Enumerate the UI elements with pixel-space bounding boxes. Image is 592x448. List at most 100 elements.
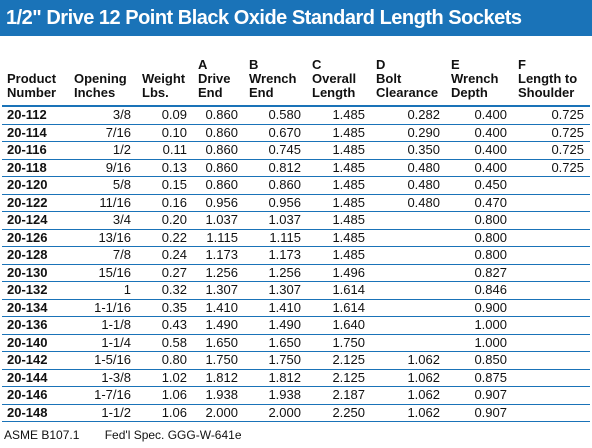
column-header-letter: B — [249, 57, 259, 72]
value-cell: 2.250 — [307, 404, 371, 422]
value-cell: 0.450 — [446, 176, 513, 195]
value-cell: 0.812 — [244, 159, 307, 177]
value-cell — [513, 316, 590, 335]
value-cell: 0.80 — [137, 351, 193, 370]
column-header: C Overall Length — [307, 36, 371, 107]
column-header-label2: Lbs. — [142, 85, 169, 100]
value-cell: 1.812 — [244, 369, 307, 387]
value-cell: 0.725 — [513, 159, 590, 177]
table-title: 1/2" Drive 12 Point Black Oxide Standard… — [0, 0, 592, 36]
value-cell: 1.062 — [371, 386, 446, 405]
value-cell: 1.750 — [193, 351, 244, 370]
column-header-label2: Clearance — [376, 85, 439, 100]
value-cell: 1.000 — [446, 334, 513, 352]
value-cell: 1-7/16 — [69, 386, 137, 405]
column-header: Opening Inches — [69, 36, 137, 107]
value-cell: 13/16 — [69, 229, 137, 247]
value-cell: 1-3/8 — [69, 369, 137, 387]
value-cell: 0.16 — [137, 194, 193, 212]
value-cell: 0.15 — [137, 176, 193, 195]
value-cell — [513, 246, 590, 265]
value-cell: 5/8 — [69, 176, 137, 195]
value-cell: 0.400 — [446, 106, 513, 125]
value-cell: 1.115 — [193, 229, 244, 247]
value-cell: 3/8 — [69, 106, 137, 125]
value-cell: 1.037 — [244, 211, 307, 230]
value-cell: 0.900 — [446, 299, 513, 317]
value-cell: 1.02 — [137, 369, 193, 387]
table-row: 20-140 1-1/4 0.58 1.650 1.650 1.750 1.000 — [2, 334, 590, 352]
value-cell: 1.06 — [137, 386, 193, 405]
value-cell: 1/2 — [69, 141, 137, 160]
value-cell: 1.938 — [193, 386, 244, 405]
product-number-cell: 20-122 — [2, 194, 69, 212]
value-cell: 7/8 — [69, 246, 137, 265]
value-cell: 15/16 — [69, 264, 137, 282]
value-cell: 0.43 — [137, 316, 193, 335]
value-cell: 1.650 — [244, 334, 307, 352]
value-cell: 0.27 — [137, 264, 193, 282]
column-header-letter: E — [451, 57, 460, 72]
value-cell — [371, 281, 446, 300]
column-header-label1: Weight — [142, 71, 186, 86]
value-cell: 1.115 — [244, 229, 307, 247]
value-cell: 1.812 — [193, 369, 244, 387]
column-header-label1: Wrench — [249, 71, 297, 86]
value-cell: 3/4 — [69, 211, 137, 230]
value-cell — [513, 211, 590, 230]
value-cell: 0.827 — [446, 264, 513, 282]
table-row: 20-142 1-5/16 0.80 1.750 1.750 2.125 1.062 0.85… — [2, 351, 590, 370]
column-header-letter — [74, 58, 137, 72]
value-cell — [371, 264, 446, 282]
column-header-label1: Length to — [518, 71, 578, 86]
column-header-label1: Bolt — [376, 71, 402, 86]
product-number-cell: 20-146 — [2, 386, 69, 405]
value-cell: 0.11 — [137, 141, 193, 160]
value-cell: 0.400 — [446, 159, 513, 177]
value-cell: 1.256 — [193, 264, 244, 282]
value-cell: 1.173 — [244, 246, 307, 265]
table-row: 20-126 13/16 0.22 1.115 1.115 1.485 0.800 — [2, 229, 590, 247]
table-row: 20-130 15/16 0.27 1.256 1.256 1.496 0.827 — [2, 264, 590, 282]
column-header-label2: Depth — [451, 85, 488, 100]
value-cell: 1.062 — [371, 404, 446, 422]
value-cell: 9/16 — [69, 159, 137, 177]
value-cell: 0.860 — [193, 141, 244, 160]
column-header-letter — [142, 58, 193, 72]
value-cell: 11/16 — [69, 194, 137, 212]
value-cell: 0.400 — [446, 141, 513, 160]
product-number-cell: 20-132 — [2, 281, 69, 300]
value-cell — [513, 281, 590, 300]
value-cell: 1.485 — [307, 106, 371, 125]
column-header-label1: Opening — [74, 71, 127, 86]
value-cell: 1.485 — [307, 141, 371, 160]
product-number-cell: 20-140 — [2, 334, 69, 352]
footer-notes: ASME B107.1 Fed'l Spec. GGG-W-641e — [4, 428, 264, 442]
column-header-label2: End — [249, 85, 274, 100]
column-header: F Length to Shoulder — [513, 36, 590, 107]
value-cell: 0.480 — [371, 194, 446, 212]
table-body: 20-112 3/8 0.09 0.860 0.580 1.485 0.282 0.400 0.… — [2, 106, 590, 422]
product-number-cell: 20-118 — [2, 159, 69, 177]
value-cell: 1-1/2 — [69, 404, 137, 422]
value-cell: 0.907 — [446, 386, 513, 405]
value-cell: 1.485 — [307, 229, 371, 247]
value-cell: 1.485 — [307, 211, 371, 230]
column-header-label1: Overall — [312, 71, 357, 86]
value-cell: 2.125 — [307, 351, 371, 370]
value-cell — [513, 176, 590, 195]
product-number-cell: 20-116 — [2, 141, 69, 160]
value-cell: 1.750 — [307, 334, 371, 352]
value-cell: 0.20 — [137, 211, 193, 230]
value-cell: 0.725 — [513, 106, 590, 125]
column-header-label2: Number — [7, 85, 57, 100]
column-header-letter: D — [376, 57, 386, 72]
value-cell — [371, 246, 446, 265]
value-cell: 1.037 — [193, 211, 244, 230]
value-cell — [513, 351, 590, 370]
value-cell: 0.13 — [137, 159, 193, 177]
table-row: 20-146 1-7/16 1.06 1.938 1.938 2.187 1.062 0.90… — [2, 386, 590, 405]
table-row: 20-120 5/8 0.15 0.860 0.860 1.485 0.480 0.450 — [2, 176, 590, 195]
value-cell: 0.480 — [371, 159, 446, 177]
value-cell: 0.35 — [137, 299, 193, 317]
